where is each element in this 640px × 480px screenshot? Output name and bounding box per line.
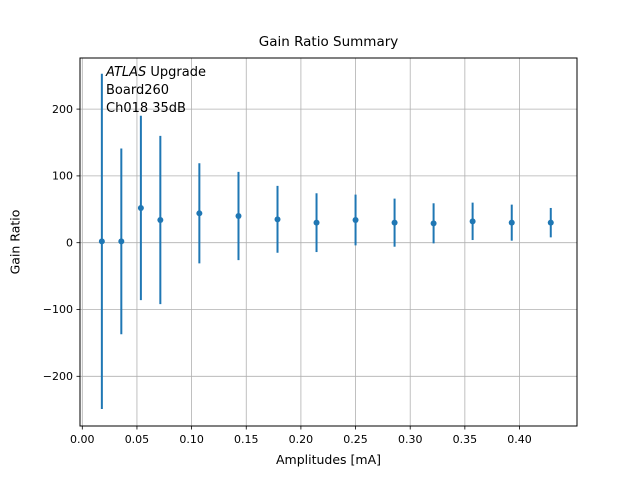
data-point-marker <box>547 219 554 226</box>
x-tick-label: 0.20 <box>289 433 314 446</box>
data-point-marker <box>274 216 281 223</box>
data-point-marker <box>352 216 359 223</box>
x-tick-label: 0.00 <box>70 433 95 446</box>
data-point-marker <box>391 219 398 226</box>
annotation-line-3: Ch018 35dB <box>106 101 186 116</box>
y-tick-label: 0 <box>66 236 73 249</box>
data-point-marker <box>118 238 125 245</box>
data-point-marker <box>137 204 144 211</box>
y-axis-label: Gain Ratio <box>7 209 23 275</box>
data-point-marker <box>508 219 515 226</box>
data-point-marker <box>430 220 437 227</box>
data-point-marker <box>157 216 164 223</box>
annotation-line-2: Board260 <box>106 83 170 98</box>
data-point-marker <box>469 218 476 225</box>
annotation-line-1: ATLAS Upgrade <box>106 64 206 82</box>
annotation: ATLAS Upgrade Board260 Ch018 35dB <box>106 64 206 118</box>
annotation-upgrade: Upgrade <box>146 65 206 80</box>
data-point-marker <box>313 219 320 226</box>
x-tick-label: 0.10 <box>179 433 204 446</box>
x-tick-label: 0.35 <box>453 433 478 446</box>
data-point-marker <box>196 210 203 217</box>
x-tick-label: 0.15 <box>234 433 259 446</box>
y-tick-label: 100 <box>52 170 73 183</box>
y-tick-label: 200 <box>52 103 73 116</box>
chart-title: Gain Ratio Summary <box>258 34 399 50</box>
x-tick-label: 0.25 <box>343 433 368 446</box>
y-tick-label: −100 <box>43 303 73 316</box>
annotation-experiment: ATLAS <box>106 65 147 80</box>
x-tick-label: 0.30 <box>398 433 423 446</box>
x-tick-label: 0.05 <box>125 433 150 446</box>
data-point-marker <box>235 212 242 219</box>
plot-frame <box>79 57 578 427</box>
y-tick-label: −200 <box>43 370 73 383</box>
x-tick-label: 0.40 <box>507 433 532 446</box>
x-axis-label: Amplitudes [mA] <box>275 452 382 467</box>
data-point-marker <box>98 238 105 245</box>
